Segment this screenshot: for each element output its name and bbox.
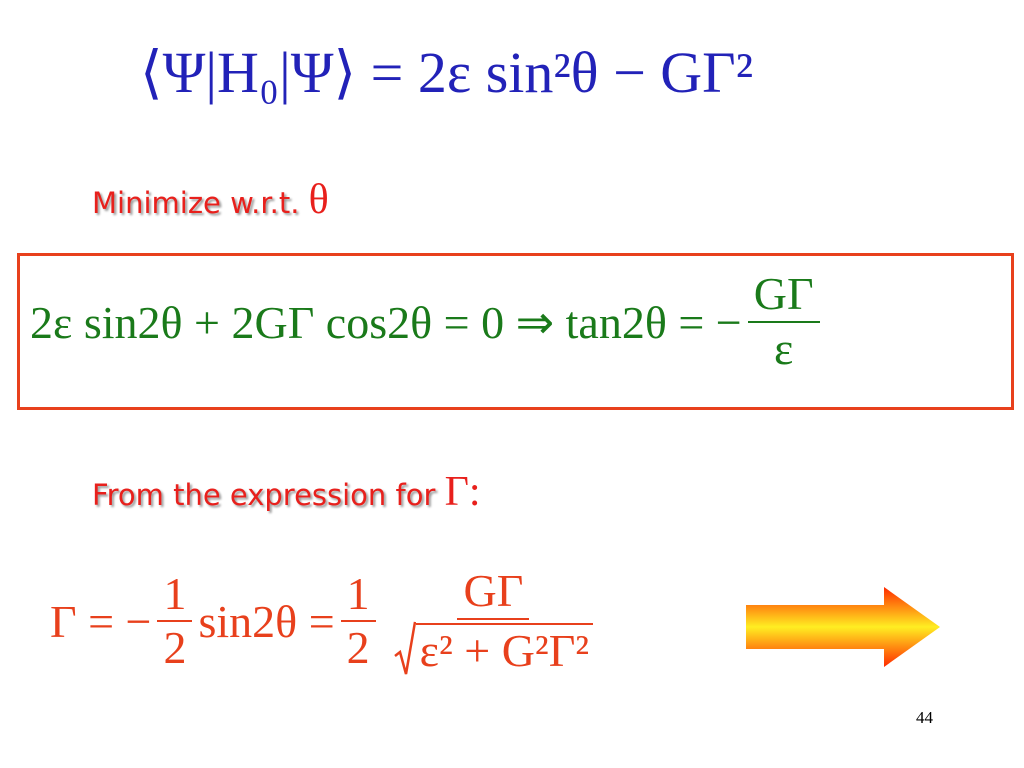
instruction: Minimize w.r.t. θ xyxy=(92,176,329,224)
fraction: GΓ ε xyxy=(747,268,820,376)
equation-text: 2ε sin2θ + 2GΓ cos2θ = 0 ⇒ tan2θ = − xyxy=(30,296,742,348)
numerator: 1 xyxy=(157,568,193,623)
numerator: GΓ xyxy=(747,268,820,323)
denominator: ε xyxy=(774,322,794,374)
denominator: 2 xyxy=(346,622,370,674)
equation: Γ = − 1 2 sin2θ = 1 2 GΓ ε² + G²Γ² xyxy=(50,565,605,678)
arrow xyxy=(746,587,940,667)
highlight-box xyxy=(17,253,1014,410)
symbol: Γ: xyxy=(444,469,481,515)
equation: 2ε sin2θ + 2GΓ cos2θ = 0 ⇒ tan2θ = − GΓ … xyxy=(30,268,826,376)
numerator: 1 xyxy=(340,568,376,623)
fraction: 1 2 xyxy=(157,568,193,676)
numerator: GΓ xyxy=(457,565,530,620)
instruction: From the expression for Γ: xyxy=(92,468,481,516)
denominator: ε² + G²Γ² xyxy=(415,623,594,678)
equation-text: sin2θ = xyxy=(198,595,335,647)
page-number: 44 xyxy=(916,708,933,727)
square-root: ε² + G²Γ² xyxy=(388,620,599,678)
radical-sign xyxy=(393,621,416,675)
equation: ⟨Ψ|H₀|Ψ⟩ = 2ε sin²θ − GΓ² xyxy=(140,40,754,105)
denominator: 2 xyxy=(163,622,187,674)
equation-text: Γ = − xyxy=(50,595,152,647)
instruction-text: From the expression for xyxy=(92,478,436,512)
instruction-text: Minimize w.r.t. xyxy=(92,186,300,220)
symbol: θ xyxy=(308,177,329,223)
fraction: 1 2 xyxy=(340,568,376,676)
fraction: GΓ ε² + G²Γ² xyxy=(388,565,599,678)
